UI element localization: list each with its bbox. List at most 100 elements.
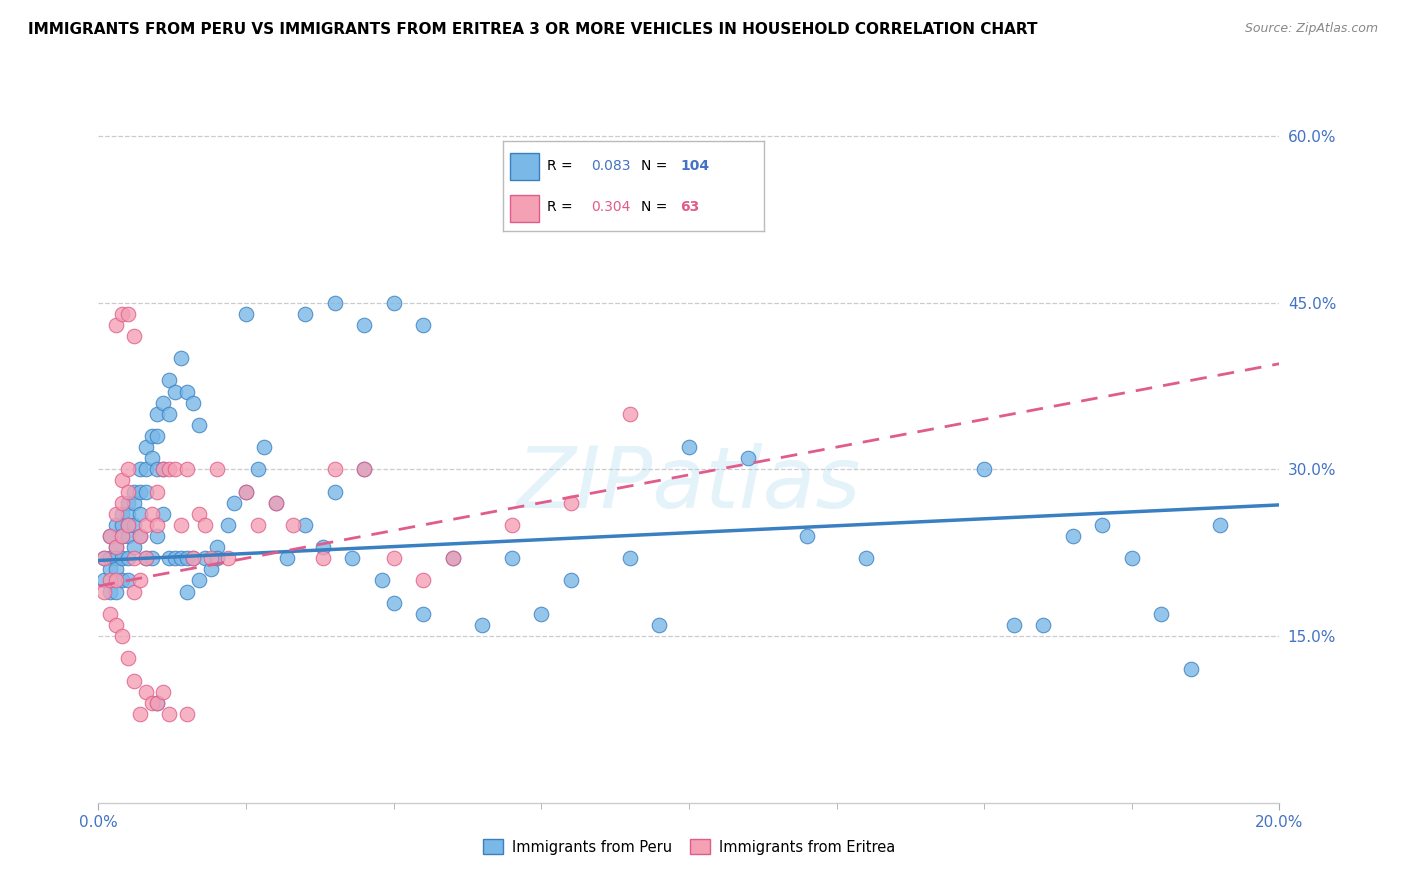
Point bbox=[312, 540, 335, 554]
Point bbox=[111, 629, 134, 643]
Point bbox=[98, 574, 121, 588]
Point bbox=[152, 507, 174, 521]
Point bbox=[122, 551, 145, 566]
Point bbox=[117, 529, 139, 543]
Point bbox=[648, 618, 671, 632]
Point bbox=[105, 618, 128, 632]
Point bbox=[105, 540, 128, 554]
Point bbox=[141, 451, 163, 466]
Point bbox=[122, 496, 145, 510]
Point bbox=[146, 429, 169, 443]
Point bbox=[98, 529, 121, 543]
Point bbox=[678, 440, 700, 454]
Point bbox=[205, 551, 228, 566]
Point bbox=[98, 607, 121, 621]
Point bbox=[412, 574, 434, 588]
Point bbox=[382, 551, 405, 566]
Point bbox=[141, 696, 163, 710]
Point bbox=[165, 462, 187, 476]
Point bbox=[105, 551, 128, 566]
Point bbox=[135, 440, 157, 454]
Point bbox=[471, 618, 494, 632]
Point bbox=[98, 529, 121, 543]
Point bbox=[128, 529, 150, 543]
Point bbox=[128, 484, 150, 499]
Point bbox=[181, 395, 204, 409]
Point bbox=[128, 462, 150, 476]
Point bbox=[264, 496, 287, 510]
Point bbox=[105, 507, 128, 521]
Point bbox=[619, 407, 641, 421]
Point bbox=[111, 574, 134, 588]
Point bbox=[796, 529, 818, 543]
Point bbox=[111, 474, 134, 488]
Point bbox=[122, 673, 145, 688]
Point bbox=[105, 318, 128, 332]
Point bbox=[152, 462, 174, 476]
Point bbox=[353, 318, 375, 332]
Point bbox=[246, 517, 269, 532]
Point bbox=[111, 496, 134, 510]
Point bbox=[1091, 517, 1114, 532]
Point bbox=[117, 462, 139, 476]
Point bbox=[181, 551, 204, 566]
Point bbox=[146, 407, 169, 421]
Point bbox=[117, 517, 139, 532]
Point bbox=[253, 440, 276, 454]
Point bbox=[117, 574, 139, 588]
Point bbox=[128, 507, 150, 521]
Point bbox=[105, 562, 128, 576]
Point bbox=[93, 551, 115, 566]
Point bbox=[117, 551, 139, 566]
Point bbox=[283, 517, 305, 532]
Point bbox=[141, 551, 163, 566]
Point bbox=[111, 517, 134, 532]
Point bbox=[135, 551, 157, 566]
Point bbox=[165, 384, 187, 399]
Point bbox=[205, 462, 228, 476]
Point bbox=[128, 574, 150, 588]
Point bbox=[246, 462, 269, 476]
Point bbox=[441, 551, 464, 566]
Point bbox=[170, 351, 193, 366]
Point bbox=[1180, 662, 1202, 676]
Text: N =: N = bbox=[641, 160, 672, 173]
Point bbox=[1121, 551, 1143, 566]
Point bbox=[141, 507, 163, 521]
Point bbox=[217, 551, 239, 566]
Point bbox=[111, 307, 134, 321]
Point bbox=[200, 562, 222, 576]
Point bbox=[111, 529, 134, 543]
Text: R =: R = bbox=[547, 160, 576, 173]
Point bbox=[181, 551, 204, 566]
Point bbox=[105, 574, 128, 588]
Point bbox=[146, 696, 169, 710]
Point bbox=[1002, 618, 1025, 632]
Point bbox=[1062, 529, 1084, 543]
Point bbox=[323, 462, 346, 476]
Point bbox=[382, 295, 405, 310]
Point bbox=[1150, 607, 1173, 621]
Point bbox=[117, 496, 139, 510]
Legend: Immigrants from Peru, Immigrants from Eritrea: Immigrants from Peru, Immigrants from Er… bbox=[477, 833, 901, 861]
Point bbox=[93, 574, 115, 588]
Point bbox=[122, 517, 145, 532]
Point bbox=[111, 507, 134, 521]
Point bbox=[152, 684, 174, 698]
Point bbox=[135, 517, 157, 532]
Point bbox=[146, 484, 169, 499]
Point bbox=[117, 484, 139, 499]
Point bbox=[441, 551, 464, 566]
Text: 0.083: 0.083 bbox=[592, 160, 631, 173]
Text: 63: 63 bbox=[681, 200, 700, 213]
Point bbox=[342, 551, 364, 566]
Point bbox=[176, 706, 198, 721]
Point bbox=[1032, 618, 1054, 632]
Point bbox=[176, 584, 198, 599]
Point bbox=[737, 451, 759, 466]
Point bbox=[157, 407, 180, 421]
Point bbox=[128, 529, 150, 543]
Text: 104: 104 bbox=[681, 160, 710, 173]
Point bbox=[187, 417, 209, 432]
Point bbox=[194, 551, 217, 566]
